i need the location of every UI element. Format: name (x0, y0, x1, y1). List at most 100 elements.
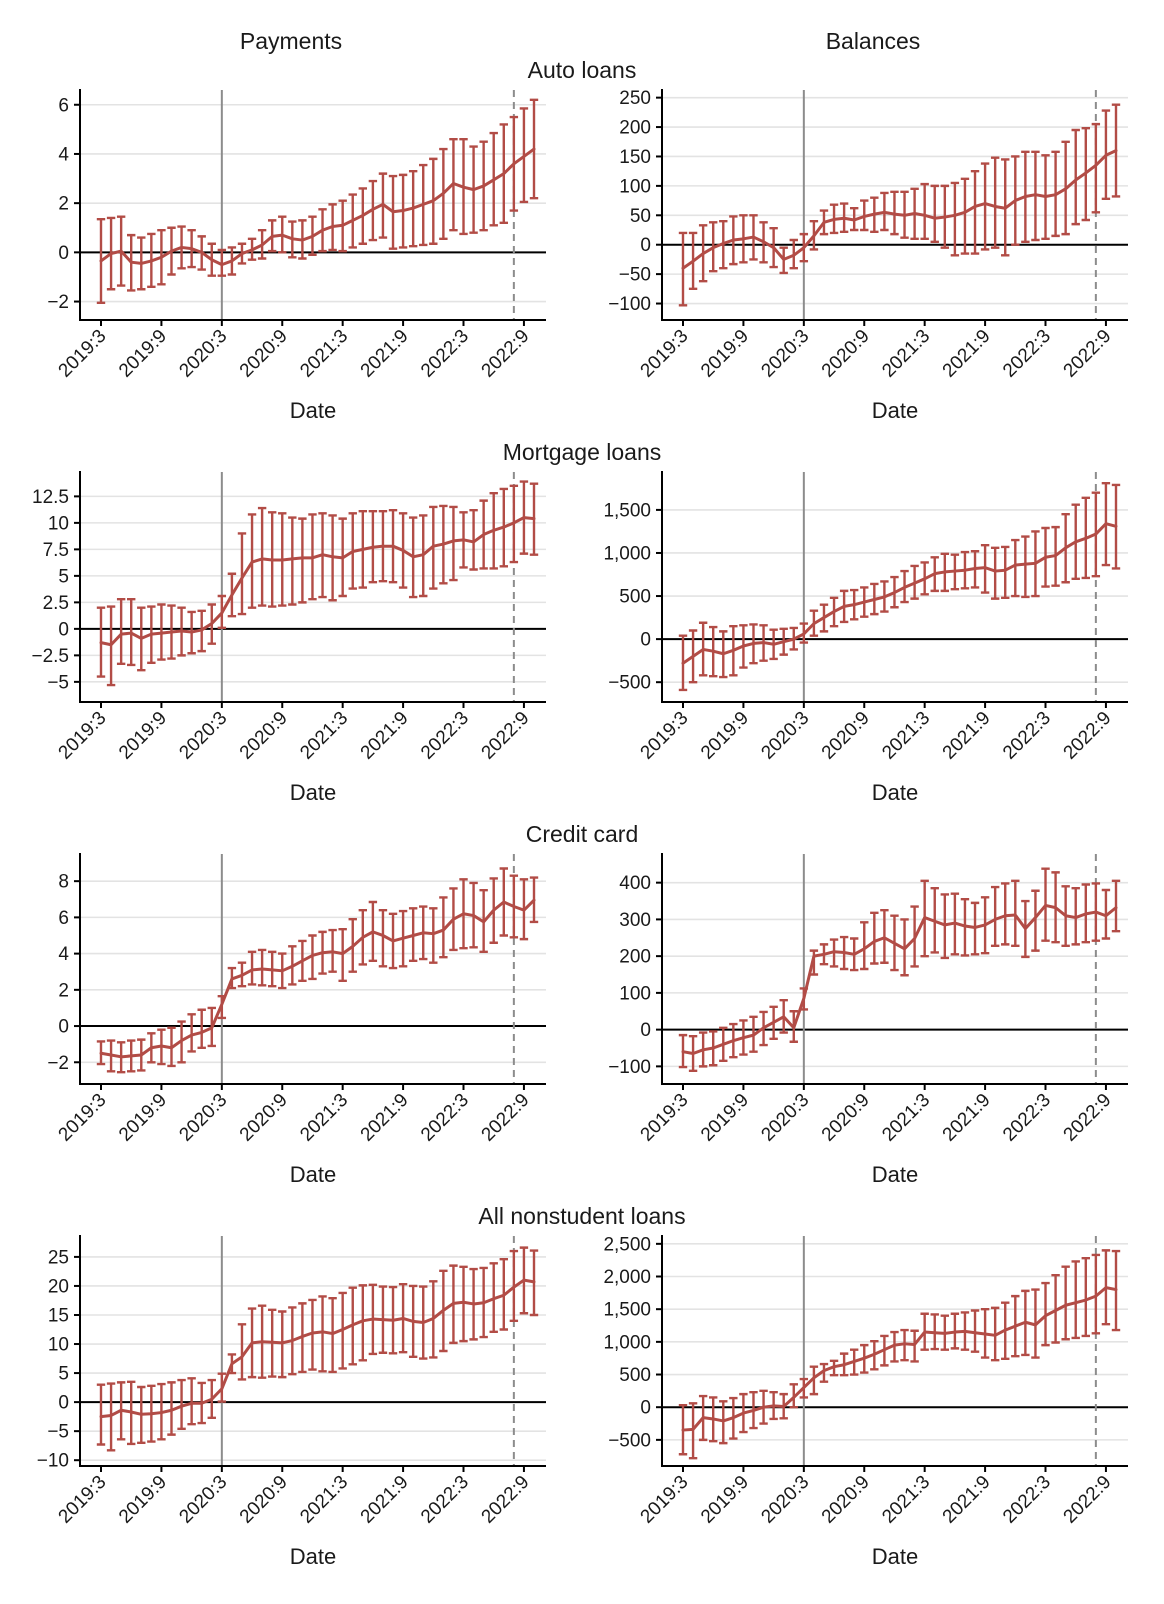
svg-text:−500: −500 (608, 1430, 651, 1451)
mean-line (99, 898, 536, 1059)
svg-text:10: 10 (48, 1335, 69, 1356)
x-axis: 2019:3 2019:9 2020:3 2020:9 2021:3 2021:9 2022… (637, 320, 1116, 382)
svg-text:0: 0 (58, 1393, 69, 1414)
svg-text:2022:9: 2022:9 (478, 1090, 534, 1146)
svg-text:2020:3: 2020:3 (757, 326, 813, 382)
svg-text:2022:9: 2022:9 (1060, 326, 1116, 382)
row-title-auto-loans: Auto loans (527, 57, 637, 83)
y-gridlines (80, 103, 546, 303)
svg-text:−2.5: −2.5 (31, 646, 69, 667)
svg-text:2019:3: 2019:3 (637, 708, 693, 764)
x-axis: 2019:3 2019:9 2020:3 2020:9 2021:3 2021:9 2022… (637, 1466, 1115, 1528)
svg-text:2022:9: 2022:9 (478, 708, 534, 764)
svg-text:−2: −2 (47, 292, 69, 313)
svg-text:2019:3: 2019:3 (637, 1472, 693, 1528)
svg-text:500: 500 (619, 1365, 651, 1386)
svg-text:2019:3: 2019:3 (55, 1090, 111, 1146)
svg-text:2019:3: 2019:3 (55, 708, 111, 764)
x-axis-label: Date (290, 1162, 336, 1187)
svg-text:2019:9: 2019:9 (697, 1090, 753, 1146)
svg-text:0: 0 (640, 1398, 651, 1419)
svg-text:2020:9: 2020:9 (236, 326, 292, 382)
svg-text:2020:3: 2020:3 (175, 326, 231, 382)
svg-text:4: 4 (58, 144, 69, 165)
svg-text:2022:9: 2022:9 (1060, 708, 1116, 764)
svg-text:2021:3: 2021:3 (296, 1090, 352, 1146)
svg-text:−10: −10 (37, 1451, 69, 1472)
y-axis: −500 0 500 1,000 1,500 2,000 2,500 (603, 1234, 662, 1451)
error-bars (96, 1246, 539, 1452)
mean-line (99, 147, 536, 267)
error-bars (678, 867, 1121, 1072)
x-axis-label: Date (872, 398, 918, 423)
svg-text:2021:3: 2021:3 (296, 1472, 352, 1528)
svg-text:2022:3: 2022:3 (999, 326, 1055, 382)
svg-text:2022:3: 2022:3 (999, 1472, 1055, 1528)
x-axis-label: Date (872, 780, 918, 805)
mean-line (681, 903, 1118, 1056)
svg-text:400: 400 (619, 873, 651, 894)
row-title-credit-card: Credit card (525, 821, 639, 847)
row-mortgage-loans: Mortgage loans −5 −2.5 0 2.5 5 7.5 10 12.5 2019:… (0, 438, 1164, 818)
row-all-nonstudent-loans: All nonstudent loans −10 −5 0 5 10 15 20 25 2019… (0, 1202, 1164, 1582)
chart-mortgage-loans-balances: −500 0 500 1,000 1,500 2019:3 2019:9 2020:3 2020… (603, 471, 1128, 805)
svg-text:2021:3: 2021:3 (878, 708, 934, 764)
y-axis: −100 0 100 200 300 400 (608, 873, 662, 1078)
svg-text:2020:9: 2020:9 (818, 708, 874, 764)
svg-text:2021:3: 2021:3 (878, 1472, 934, 1528)
x-axis: 2019:3 2019:9 2020:3 2020:9 2021:3 2021:9 2022… (55, 1466, 534, 1528)
error-bars (96, 867, 539, 1074)
x-axis-label: Date (290, 398, 336, 423)
row-auto-loans: Auto loans −2 0 2 4 6 2019:3 2019:9 2020:3 2020:… (0, 56, 1164, 436)
svg-text:500: 500 (619, 587, 651, 608)
x-axis: 2019:3 2019:9 2020:3 2020:9 2021:3 2021:9 2022… (637, 1084, 1115, 1146)
svg-text:1,000: 1,000 (603, 1332, 651, 1353)
y-gridlines (662, 509, 1128, 683)
svg-text:−50: −50 (619, 265, 651, 286)
svg-text:2021:9: 2021:9 (939, 1472, 995, 1528)
chart-auto-loans-balances: −100 −50 0 50 100 150 200 250 2019:3 2019:9 2020:3… (608, 88, 1128, 423)
svg-text:10: 10 (48, 513, 69, 534)
svg-text:1,500: 1,500 (603, 500, 651, 521)
svg-text:5: 5 (58, 566, 69, 587)
svg-text:2019:9: 2019:9 (115, 1472, 171, 1528)
svg-text:20: 20 (48, 1276, 69, 1297)
svg-text:2021:9: 2021:9 (939, 326, 995, 382)
svg-text:2019:9: 2019:9 (697, 1472, 753, 1528)
svg-text:2,000: 2,000 (603, 1267, 651, 1288)
x-axis: 2019:3 2019:9 2020:3 2020:9 2021:3 2021:9 2022… (55, 320, 533, 382)
svg-text:250: 250 (619, 88, 651, 109)
svg-text:2020:3: 2020:3 (757, 1472, 813, 1528)
svg-text:2021:9: 2021:9 (357, 708, 413, 764)
svg-text:4: 4 (58, 944, 69, 965)
svg-text:2019:3: 2019:3 (637, 326, 693, 382)
svg-text:2020:3: 2020:3 (757, 1090, 813, 1146)
svg-text:50: 50 (630, 206, 651, 227)
svg-text:300: 300 (619, 910, 651, 931)
svg-text:2020:9: 2020:9 (818, 326, 874, 382)
row-title-mortgage-loans: Mortgage loans (502, 439, 662, 465)
svg-text:200: 200 (619, 947, 651, 968)
svg-text:0: 0 (640, 1020, 651, 1041)
svg-text:2022:3: 2022:3 (417, 326, 473, 382)
svg-text:2022:9: 2022:9 (478, 1472, 534, 1528)
svg-text:2019:3: 2019:3 (55, 1472, 111, 1528)
svg-text:25: 25 (48, 1247, 69, 1268)
svg-text:2022:3: 2022:3 (417, 708, 473, 764)
svg-text:2021:3: 2021:3 (296, 326, 352, 382)
chart-auto-loans-payments: −2 0 2 4 6 2019:3 2019:9 2020:3 2020:9 2021:3 2021… (47, 89, 546, 423)
svg-text:2021:9: 2021:9 (357, 1472, 413, 1528)
svg-text:2021:3: 2021:3 (296, 708, 352, 764)
svg-text:2020:9: 2020:9 (818, 1090, 874, 1146)
svg-text:2: 2 (58, 194, 69, 215)
svg-text:2019:3: 2019:3 (55, 326, 111, 382)
svg-text:2,500: 2,500 (603, 1234, 651, 1255)
svg-text:2022:3: 2022:3 (999, 1090, 1055, 1146)
svg-text:2019:9: 2019:9 (697, 708, 753, 764)
chart-all-nonstudent-loans-balances: −500 0 500 1,000 1,500 2,000 2,500 2019:3 2019:9… (603, 1234, 1128, 1569)
x-axis-label: Date (872, 1162, 918, 1187)
svg-text:2020:9: 2020:9 (236, 708, 292, 764)
svg-text:2020:3: 2020:3 (175, 708, 231, 764)
